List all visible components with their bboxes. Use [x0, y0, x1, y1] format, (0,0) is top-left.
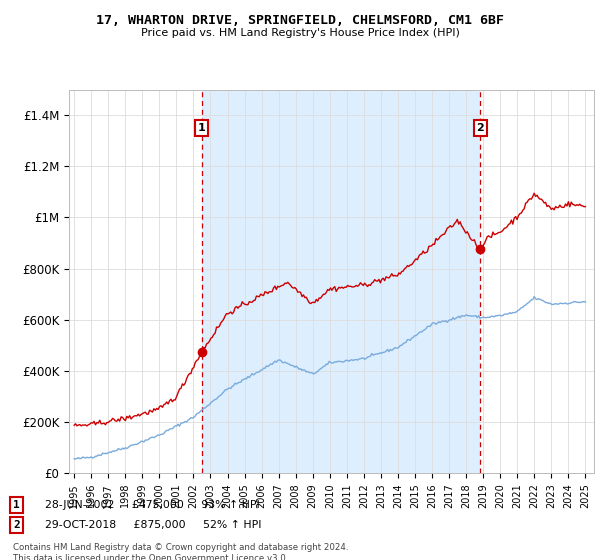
Text: 1: 1: [198, 123, 206, 133]
Text: Contains HM Land Registry data © Crown copyright and database right 2024.
This d: Contains HM Land Registry data © Crown c…: [13, 543, 349, 560]
Text: Price paid vs. HM Land Registry's House Price Index (HPI): Price paid vs. HM Land Registry's House …: [140, 28, 460, 38]
Bar: [202, 90, 481, 473]
Text: 29-OCT-2018     £875,000     52% ↑ HPI: 29-OCT-2018 £875,000 52% ↑ HPI: [45, 520, 262, 530]
Text: 1: 1: [13, 500, 20, 510]
Text: 2: 2: [476, 123, 484, 133]
Text: 28-JUN-2002     £475,000     93% ↑ HPI: 28-JUN-2002 £475,000 93% ↑ HPI: [45, 500, 260, 510]
Text: 17, WHARTON DRIVE, SPRINGFIELD, CHELMSFORD, CM1 6BF: 17, WHARTON DRIVE, SPRINGFIELD, CHELMSFO…: [96, 14, 504, 27]
Text: 2: 2: [13, 520, 20, 530]
